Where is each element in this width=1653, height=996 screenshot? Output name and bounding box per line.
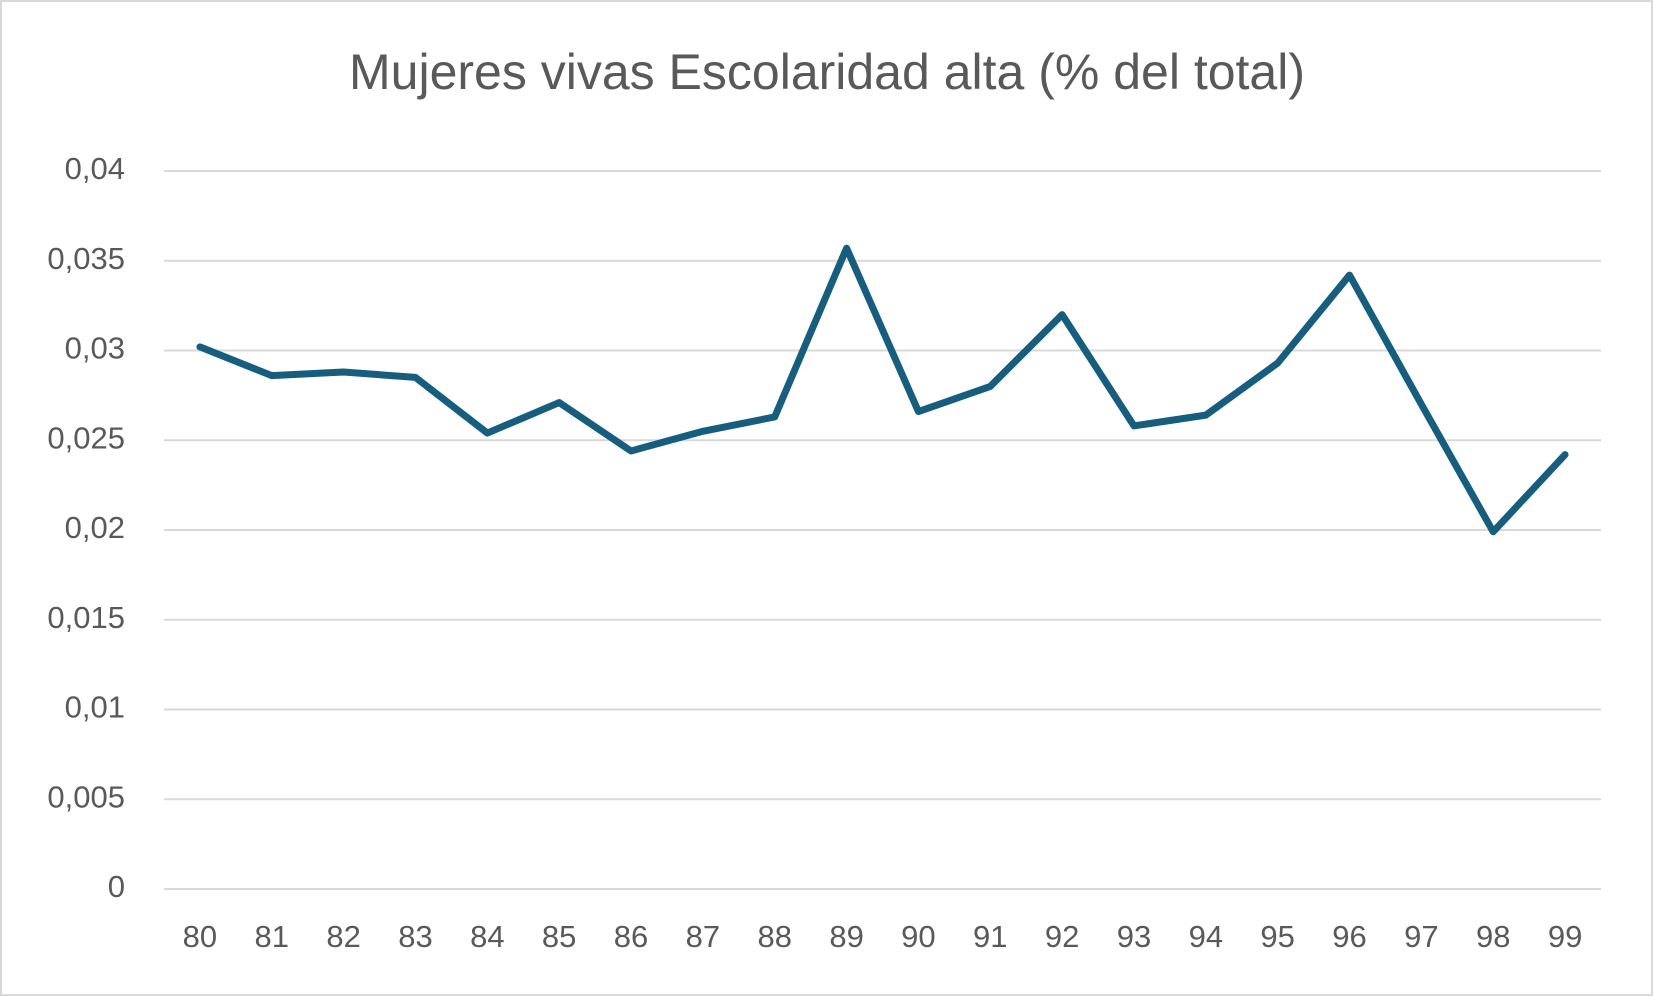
x-tick-label: 92 [1045,919,1079,954]
x-tick-label: 93 [1117,919,1151,954]
y-tick-label: 0,025 [47,420,125,455]
y-tick-label: 0,035 [47,241,125,276]
x-tick-label: 96 [1332,919,1366,954]
data-line [196,244,1569,536]
x-tick-label: 84 [470,919,504,954]
x-tick-label: 94 [1189,919,1223,954]
x-tick-label: 81 [255,919,289,954]
x-tick-label: 90 [901,919,935,954]
y-tick-label: 0,015 [47,600,125,635]
x-tick-label: 88 [757,919,791,954]
x-tick-label: 99 [1548,919,1582,954]
x-tick-label: 86 [614,919,648,954]
y-tick-label: 0,02 [65,510,125,545]
x-tick-label: 89 [829,919,863,954]
x-tick-label: 91 [973,919,1007,954]
y-tick-label: 0,04 [65,151,125,186]
x-tick-label: 95 [1260,919,1294,954]
y-tick-label: 0,01 [65,690,125,725]
chart-title: Mujeres vivas Escolaridad alta (% del to… [349,44,1305,100]
y-tick-label: 0,005 [47,779,125,814]
x-tick-label: 98 [1476,919,1510,954]
x-tick-label: 82 [326,919,360,954]
x-tick-label: 97 [1404,919,1438,954]
x-tick-label: 83 [398,919,432,954]
x-tick-label: 87 [686,919,720,954]
y-tick-label: 0,03 [65,331,125,366]
y-tick-label: 0 [108,869,125,904]
x-tick-label: 85 [542,919,576,954]
x-tick-label: 80 [183,919,217,954]
